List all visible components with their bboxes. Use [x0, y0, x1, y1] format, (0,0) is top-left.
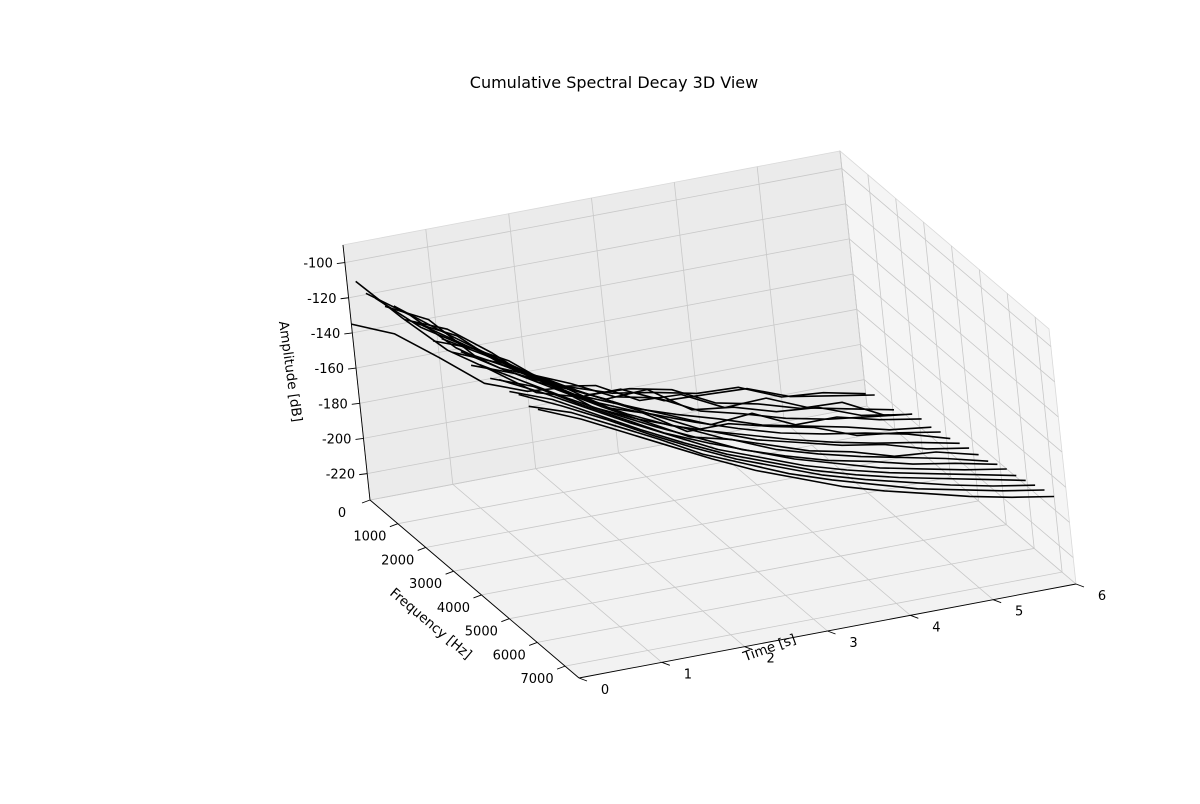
- frequency-tick-mark: [556, 665, 566, 670]
- amplitude-grid-line: [348, 203, 1055, 383]
- frequency-tick-label: 2000: [381, 553, 414, 568]
- series-lines: [351, 280, 1055, 499]
- amplitude-tick-label: -120: [307, 292, 337, 307]
- time-tick-mark: [661, 661, 670, 666]
- frequency-tick-label: 6000: [493, 648, 526, 663]
- time-tick-label: 3: [849, 636, 857, 651]
- decay-series-line: [351, 323, 866, 398]
- decay-series-line: [498, 378, 1017, 477]
- time-tick-mark: [993, 599, 1002, 604]
- time-tick-label: 5: [1015, 605, 1023, 620]
- frequency-tick-label: 4000: [437, 601, 470, 616]
- time-tick-label: 2: [767, 652, 775, 667]
- frequency-tick-label: 0: [338, 506, 346, 521]
- frequency-tick-mark: [445, 570, 454, 575]
- frequency-tick-mark: [473, 594, 482, 599]
- amplitude-tick-label: -160: [315, 362, 345, 377]
- amplitude-tick-label: -200: [322, 432, 352, 447]
- time-tick-mark: [910, 614, 919, 619]
- frequency-grid-line: [565, 317, 1063, 667]
- time-tick-mark: [1075, 583, 1085, 588]
- axis-panes: [342, 150, 1077, 679]
- frequency-tick-mark: [361, 499, 371, 504]
- frequency-grid-line: [509, 269, 1007, 620]
- amplitude-axis-line: [342, 244, 371, 501]
- frequency-grid-line: [453, 222, 952, 572]
- decay-series-line: [490, 377, 1007, 471]
- decay-series-line: [509, 390, 1026, 482]
- frequency-grid-line: [537, 293, 1035, 643]
- frequency-tick-mark: [501, 618, 510, 623]
- frequency-tick-label: 7000: [521, 672, 554, 687]
- decay-series-line: [384, 305, 904, 417]
- decay-series-line: [422, 324, 941, 437]
- amplitude-tick-mark: [351, 402, 360, 405]
- time-tick-label: 0: [601, 683, 609, 698]
- decay-series-line: [365, 292, 887, 417]
- amplitude-tick-mark: [344, 332, 353, 335]
- frequency-tick-mark: [417, 547, 426, 551]
- decay-series-line: [518, 393, 1036, 487]
- decay-series-line: [470, 364, 989, 462]
- time-tick-label: 6: [1098, 589, 1106, 604]
- frequency-grid-line: [369, 150, 868, 501]
- decay-series-line: [403, 318, 922, 426]
- frequency-tick-mark: [529, 641, 538, 646]
- frequency-grid-line: [481, 245, 979, 596]
- amplitude-grid-line: [367, 379, 1074, 558]
- axis-lines: [336, 244, 1085, 682]
- decay-series-line: [528, 405, 1045, 492]
- amplitude-grid-line: [344, 168, 1052, 347]
- time-tick-mark: [578, 677, 588, 682]
- time-tick-label: 1: [684, 667, 692, 682]
- amplitude-grid-line: [355, 273, 1063, 453]
- time-tick-mark: [744, 646, 753, 651]
- z-axis-label: Amplitude [dB]: [275, 320, 305, 423]
- amplitude-tick-mark: [347, 367, 357, 370]
- frequency-tick-label: 3000: [409, 577, 442, 592]
- frequency-tick-label: 5000: [465, 625, 498, 640]
- frequency-tick-mark: [389, 523, 399, 528]
- amplitude-tick-mark: [340, 297, 349, 300]
- amplitude-tick-label: -140: [311, 327, 341, 342]
- amplitude-tick-label: -220: [326, 468, 356, 483]
- tick-labels: 0 1 2 3 4 5 6 0 1000 2000 3000 4000 5000 6000 7000 -220…: [303, 257, 1106, 698]
- chart-title: Cumulative Spectral Decay 3D View: [470, 73, 758, 92]
- decay-series-line: [537, 408, 1055, 499]
- frequency-axis-line: [369, 499, 580, 679]
- decay-series-line: [432, 340, 951, 440]
- y-axis-label: Frequency [Hz]: [386, 585, 474, 663]
- amplitude-tick-mark: [355, 438, 364, 440]
- time-tick-mark: [827, 630, 836, 635]
- frequency-tick-label: 1000: [353, 530, 386, 545]
- amplitude-tick-label: -100: [303, 257, 333, 272]
- amplitude-tick-mark: [359, 473, 368, 476]
- time-tick-label: 4: [932, 620, 940, 635]
- amplitude-tick-label: -180: [318, 397, 348, 412]
- amplitude-grid-line: [352, 238, 1059, 418]
- amplitude-tick-mark: [336, 262, 345, 265]
